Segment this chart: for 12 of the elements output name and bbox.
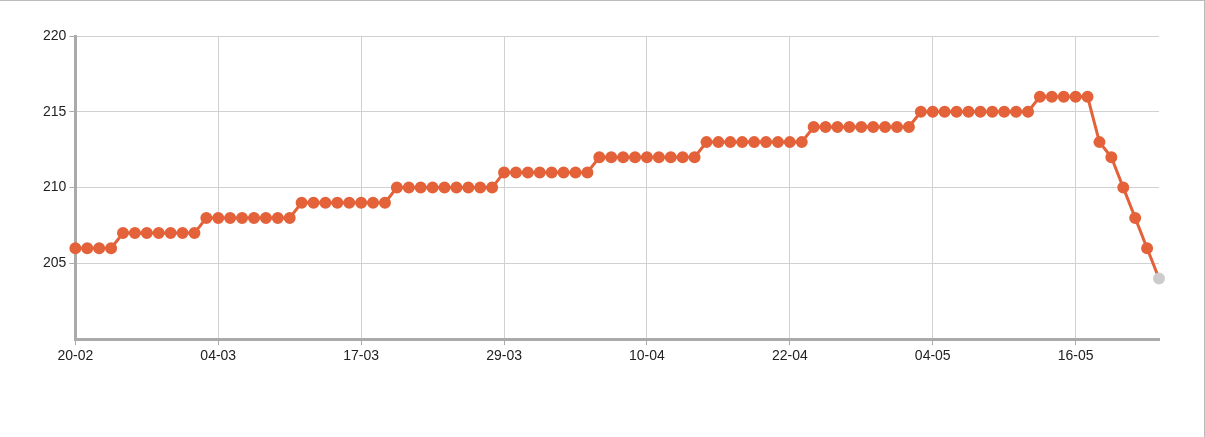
x-tick-label: 16-05 <box>1057 347 1094 364</box>
y-tick-label: 210 <box>43 178 67 195</box>
x-tick-label: 04-03 <box>200 347 237 364</box>
y-tick-label: 205 <box>43 254 67 271</box>
y-tick-label: 215 <box>43 102 67 119</box>
y-tick-label: 220 <box>43 26 67 43</box>
x-tick-label: 04-05 <box>914 347 951 364</box>
x-tick-label: 17-03 <box>343 347 380 364</box>
x-tick-label: 20-02 <box>57 347 94 364</box>
x-tick-label: 22-04 <box>771 347 808 364</box>
x-tick-label: 10-04 <box>629 347 666 364</box>
x-tick-label: 29-03 <box>486 347 523 364</box>
